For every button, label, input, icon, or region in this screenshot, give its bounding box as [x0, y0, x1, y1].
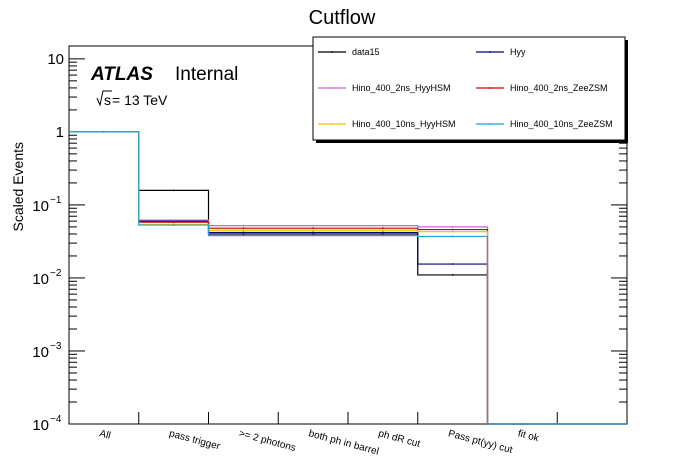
series-point [242, 231, 245, 234]
series-lines [69, 130, 627, 425]
internal-label: Internal [175, 64, 238, 85]
series-point [451, 230, 454, 233]
series-point [102, 130, 105, 133]
series-point [381, 234, 384, 237]
legend-marker [331, 123, 333, 125]
y-tick-label: 10 [32, 198, 49, 215]
series-point [451, 228, 454, 231]
y-tick-exponent: −4 [50, 414, 62, 425]
series-point [381, 231, 384, 234]
series-point [172, 189, 175, 192]
legend-label: data15 [352, 47, 380, 57]
atlas-label: ATLAS [90, 64, 153, 85]
series-point [172, 221, 175, 224]
series-point [242, 229, 245, 232]
y-tick-exponent: −1 [50, 195, 62, 206]
legend-label: Hino_400_2ns_HyyHSM [352, 83, 451, 93]
series-point [312, 234, 315, 237]
chart-title: Cutflow [309, 7, 376, 29]
y-tick-label: 1 [56, 124, 64, 141]
legend-label: Hino_400_2ns_ZeeZSM [510, 83, 608, 93]
legend-marker [331, 87, 333, 89]
series-point [521, 423, 524, 425]
x-category-label: All [98, 428, 112, 442]
legend-marker [331, 51, 333, 53]
series-point [451, 263, 454, 265]
series-point [381, 229, 384, 232]
series-point [312, 233, 315, 235]
energy-label: s = 13 TeV [96, 90, 168, 108]
legend-box [312, 36, 626, 141]
series-point [312, 229, 315, 232]
y-tick-exponent: −3 [50, 341, 62, 352]
series-point [381, 227, 384, 230]
series-point [242, 224, 245, 227]
legend: data15 Hyy Hino_400_2ns_HyyHSM Hino_400_2ns… [312, 36, 628, 143]
series-point [381, 233, 384, 235]
legend-marker [489, 51, 491, 53]
series-point [381, 224, 384, 227]
series-point [312, 227, 315, 230]
series-point [451, 225, 454, 228]
y-tick-label: 10 [32, 271, 49, 288]
series-point [242, 233, 245, 235]
legend-label: Hino_400_10ns_HyyHSM [352, 119, 456, 129]
series-point [451, 274, 454, 276]
legend-marker [489, 123, 491, 125]
legend-label: Hyy [510, 47, 526, 57]
energy-prefix: s [104, 92, 111, 108]
y-tick-label: 10 [47, 51, 64, 68]
legend-label: Hino_400_10ns_ZeeZSM [510, 119, 613, 129]
y-tick-label: 10 [32, 344, 49, 361]
sqrt-symbol [96, 90, 112, 107]
series-point [451, 235, 454, 238]
series-line [69, 131, 627, 425]
series-point [242, 234, 245, 237]
energy-suffix: = 13 TeV [112, 92, 168, 108]
legend-marker [489, 87, 491, 89]
series-point [312, 231, 315, 234]
series-point [242, 227, 245, 230]
y-tick-exponent: −2 [50, 268, 62, 279]
series-point [312, 224, 315, 227]
y-axis-label: Scaled Events [10, 142, 26, 232]
y-tick-label: 10 [32, 417, 49, 434]
atlas-annotation: ATLAS Internal s = 13 TeV [90, 64, 238, 108]
series-point [172, 219, 175, 221]
series-point [172, 224, 175, 226]
